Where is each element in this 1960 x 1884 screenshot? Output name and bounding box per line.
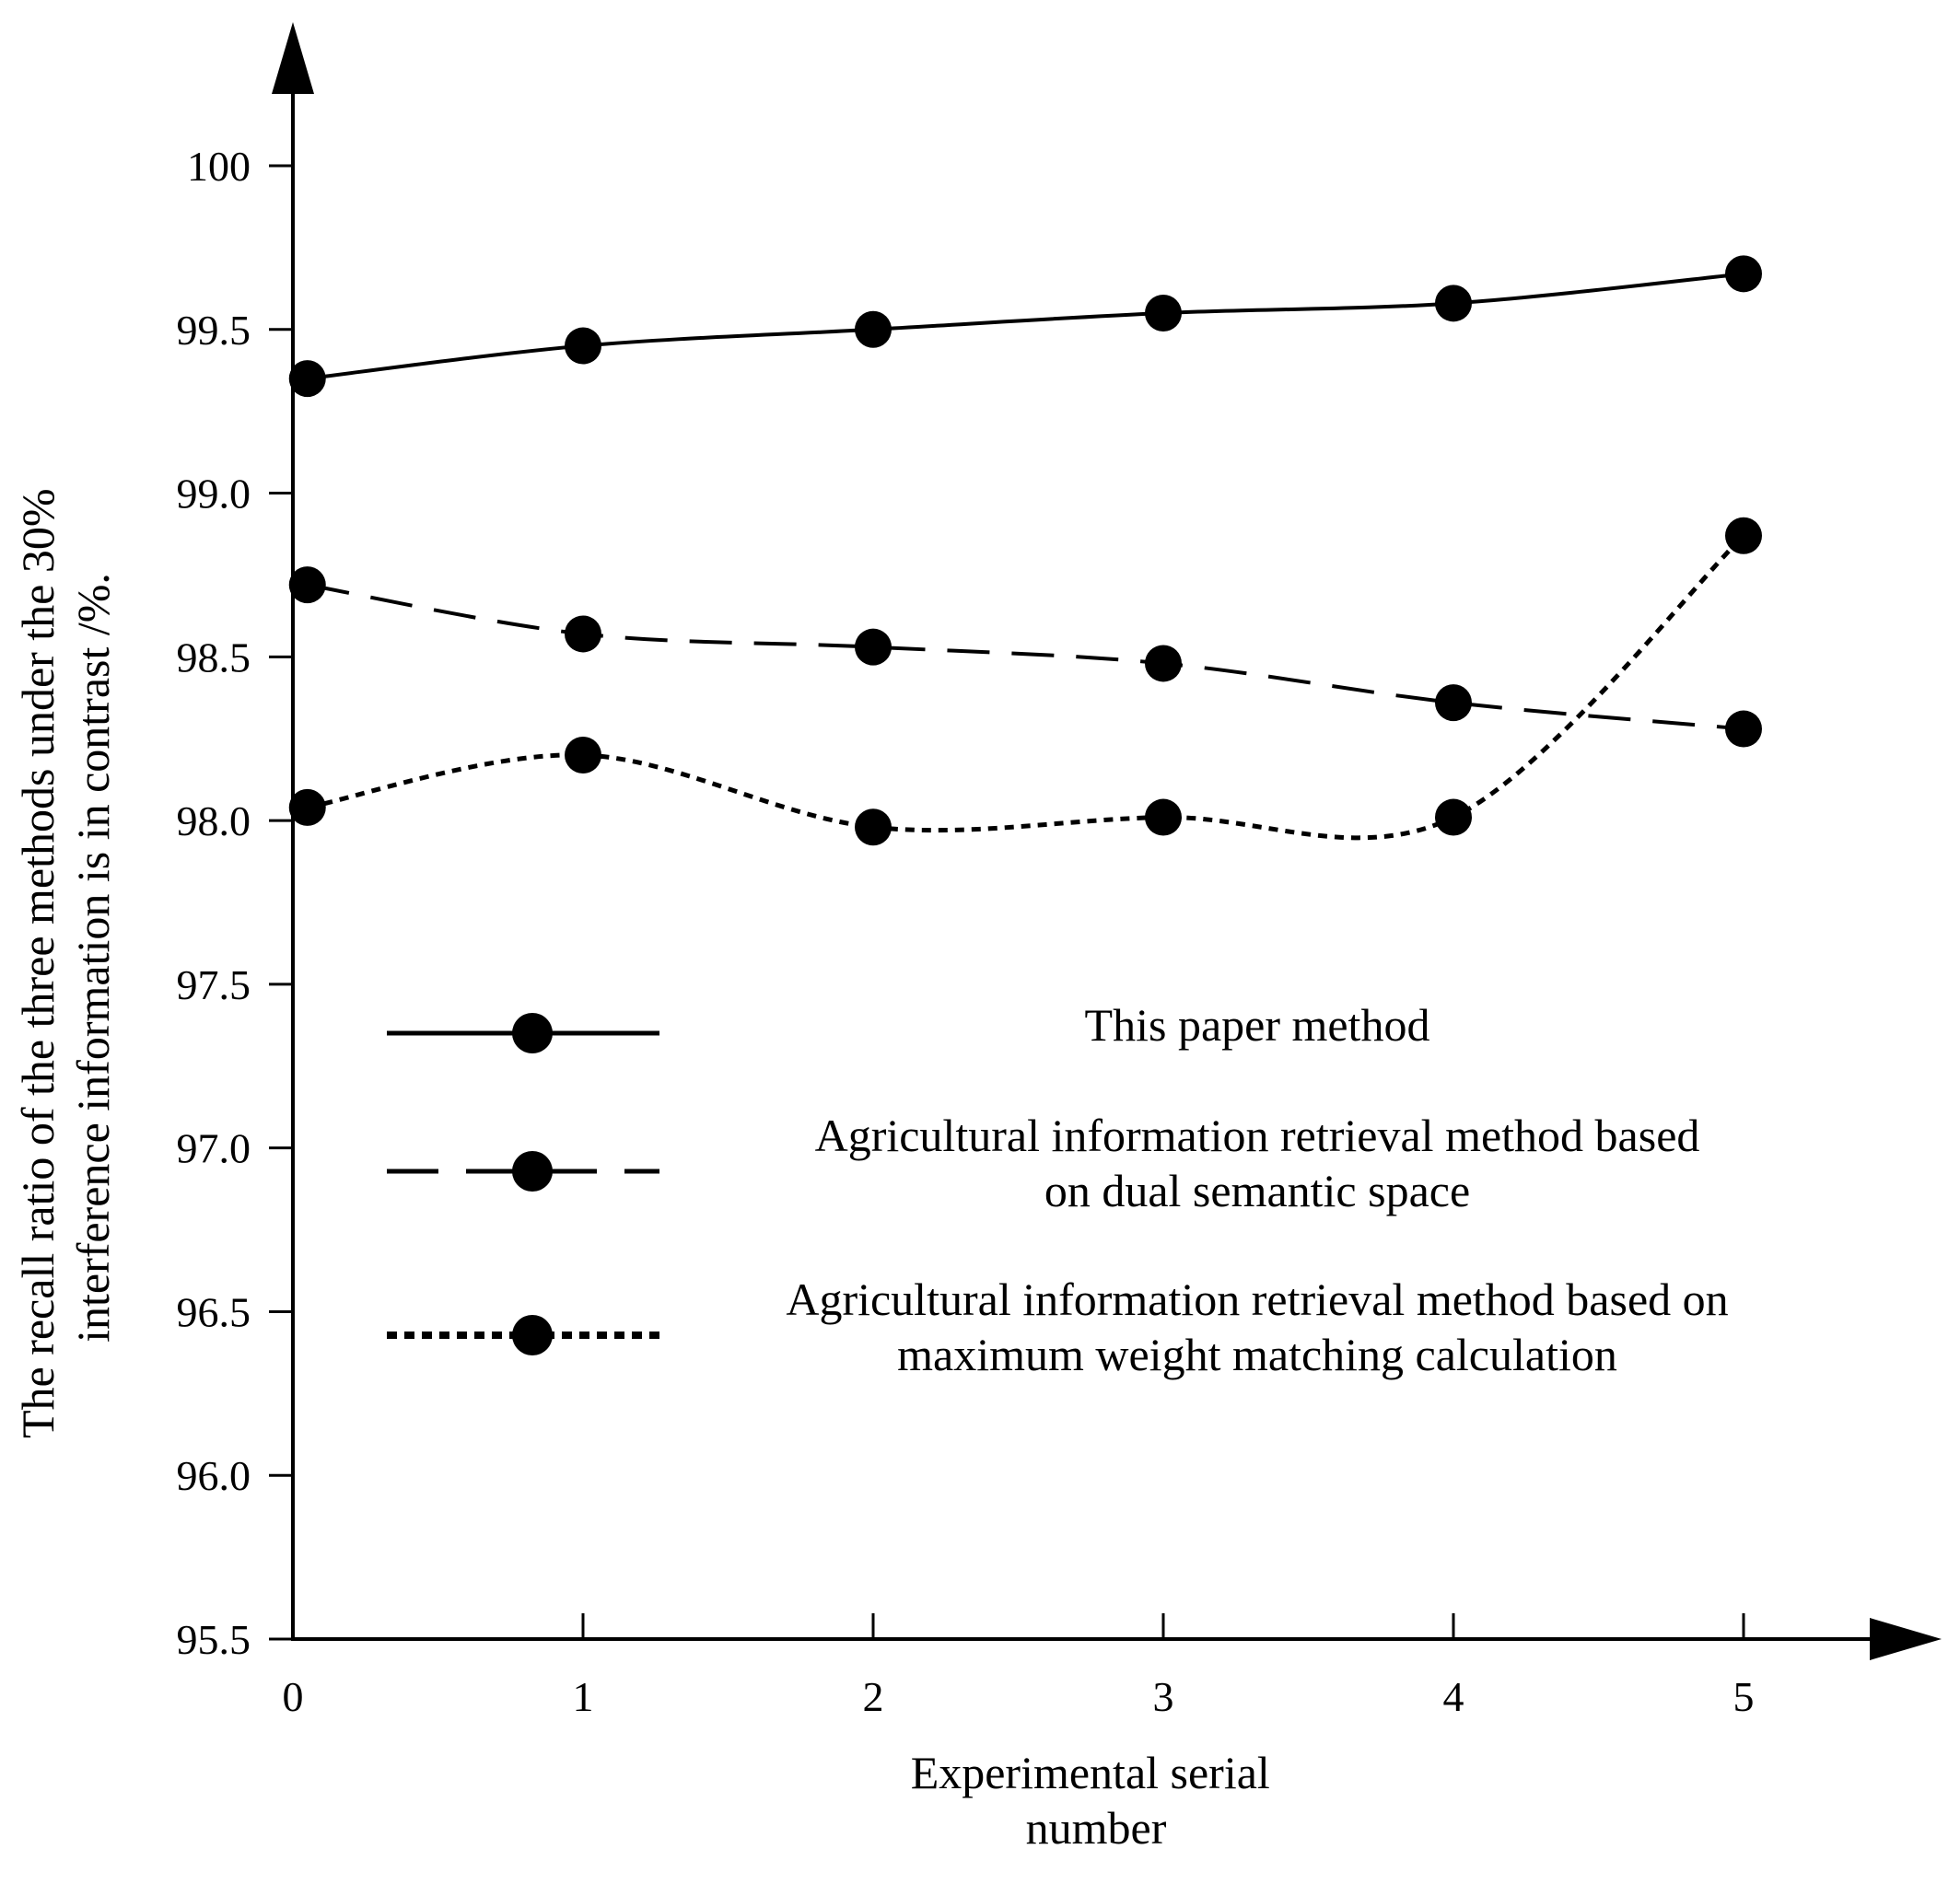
x-tick-label: 5: [1733, 1673, 1755, 1720]
legend: This paper method Agricultural informatio…: [387, 999, 1729, 1380]
legend-label: Agricultural information retrieval metho…: [786, 1273, 1728, 1380]
y-tick-label: 98.5: [177, 634, 251, 680]
series-2: [288, 566, 1762, 748]
series-3: [288, 517, 1762, 846]
x-tick-label: 4: [1443, 1673, 1464, 1720]
series-line: [307, 583, 1744, 731]
data-point: [288, 566, 326, 604]
legend-label: This paper method: [1085, 999, 1430, 1051]
series-1: [288, 255, 1762, 398]
legend-label: Agricultural information retrieval metho…: [815, 1110, 1700, 1216]
legend-label-line: on dual semantic space: [1044, 1165, 1470, 1216]
legend-label-line: Agricultural information retrieval metho…: [786, 1273, 1728, 1325]
legend-marker: [512, 1315, 553, 1355]
y-ticks: 95.5 96.0 96.5 97.0 97.5 98.0 98.5 99.0 99.5 100: [177, 143, 293, 1663]
data-point: [1145, 798, 1182, 836]
y-tick-label: 96.0: [177, 1452, 251, 1499]
x-tick-label: 0: [283, 1673, 304, 1720]
legend-item-2: Agricultural information retrieval metho…: [387, 1110, 1699, 1216]
y-tick-label: 99.0: [177, 471, 251, 518]
data-point: [565, 615, 601, 653]
y-tick-label: 97.0: [177, 1125, 251, 1172]
y-tick-label: 99.5: [177, 307, 251, 354]
legend-marker: [512, 1151, 553, 1192]
data-point: [855, 808, 892, 846]
y-tick-label: 100: [187, 143, 251, 190]
y-axis-title-line-2: interference information is in contrast …: [67, 573, 119, 1343]
y-axis-title: The recall ratio of the three methods un…: [12, 477, 119, 1438]
axes: [272, 22, 1942, 1660]
data-point: [1435, 684, 1472, 722]
x-axis-title: Experimental serial number: [911, 1747, 1282, 1854]
x-axis-title-line-2: number: [1026, 1802, 1167, 1854]
x-tick-label: 2: [863, 1673, 884, 1720]
y-tick-label: 97.5: [177, 961, 251, 1008]
x-axis-title-line-1: Experimental serial: [911, 1747, 1270, 1798]
data-point: [565, 327, 601, 365]
series-line: [307, 533, 1745, 841]
legend-label-line: Agricultural information retrieval metho…: [815, 1110, 1700, 1161]
data-point: [1435, 798, 1472, 836]
data-point: [1145, 295, 1182, 331]
data-point: [1725, 517, 1762, 554]
legend-label-line: maximum weight matching calculation: [897, 1329, 1617, 1380]
data-point: [288, 788, 326, 826]
data-point: [855, 310, 892, 348]
y-tick-label: 96.5: [177, 1288, 251, 1335]
legend-item-1: This paper method: [387, 999, 1429, 1053]
legend-item-3: Agricultural information retrieval metho…: [387, 1273, 1729, 1380]
data-point: [1725, 255, 1762, 293]
y-tick-label: 98.0: [177, 797, 251, 844]
data-point: [1145, 645, 1182, 682]
x-tick-label: 3: [1153, 1673, 1174, 1720]
data-point: [1725, 710, 1762, 748]
data-point: [288, 360, 326, 398]
legend-marker: [512, 1013, 553, 1053]
series-layer: [288, 255, 1762, 846]
y-axis-title-line-1: The recall ratio of the three methods un…: [12, 488, 64, 1438]
data-point: [855, 628, 892, 666]
y-axis-arrow: [272, 22, 314, 94]
axis-titles: The recall ratio of the three methods un…: [12, 477, 1282, 1854]
x-tick-label: 1: [573, 1673, 594, 1720]
x-ticks: 0 1 2 3 4 5: [283, 1613, 1755, 1720]
data-point: [565, 737, 601, 773]
legend-label-line: This paper method: [1085, 999, 1430, 1051]
x-axis-arrow: [1870, 1618, 1942, 1660]
series-line: [307, 272, 1744, 381]
data-point: [1435, 285, 1472, 322]
y-tick-label: 95.5: [177, 1616, 251, 1663]
